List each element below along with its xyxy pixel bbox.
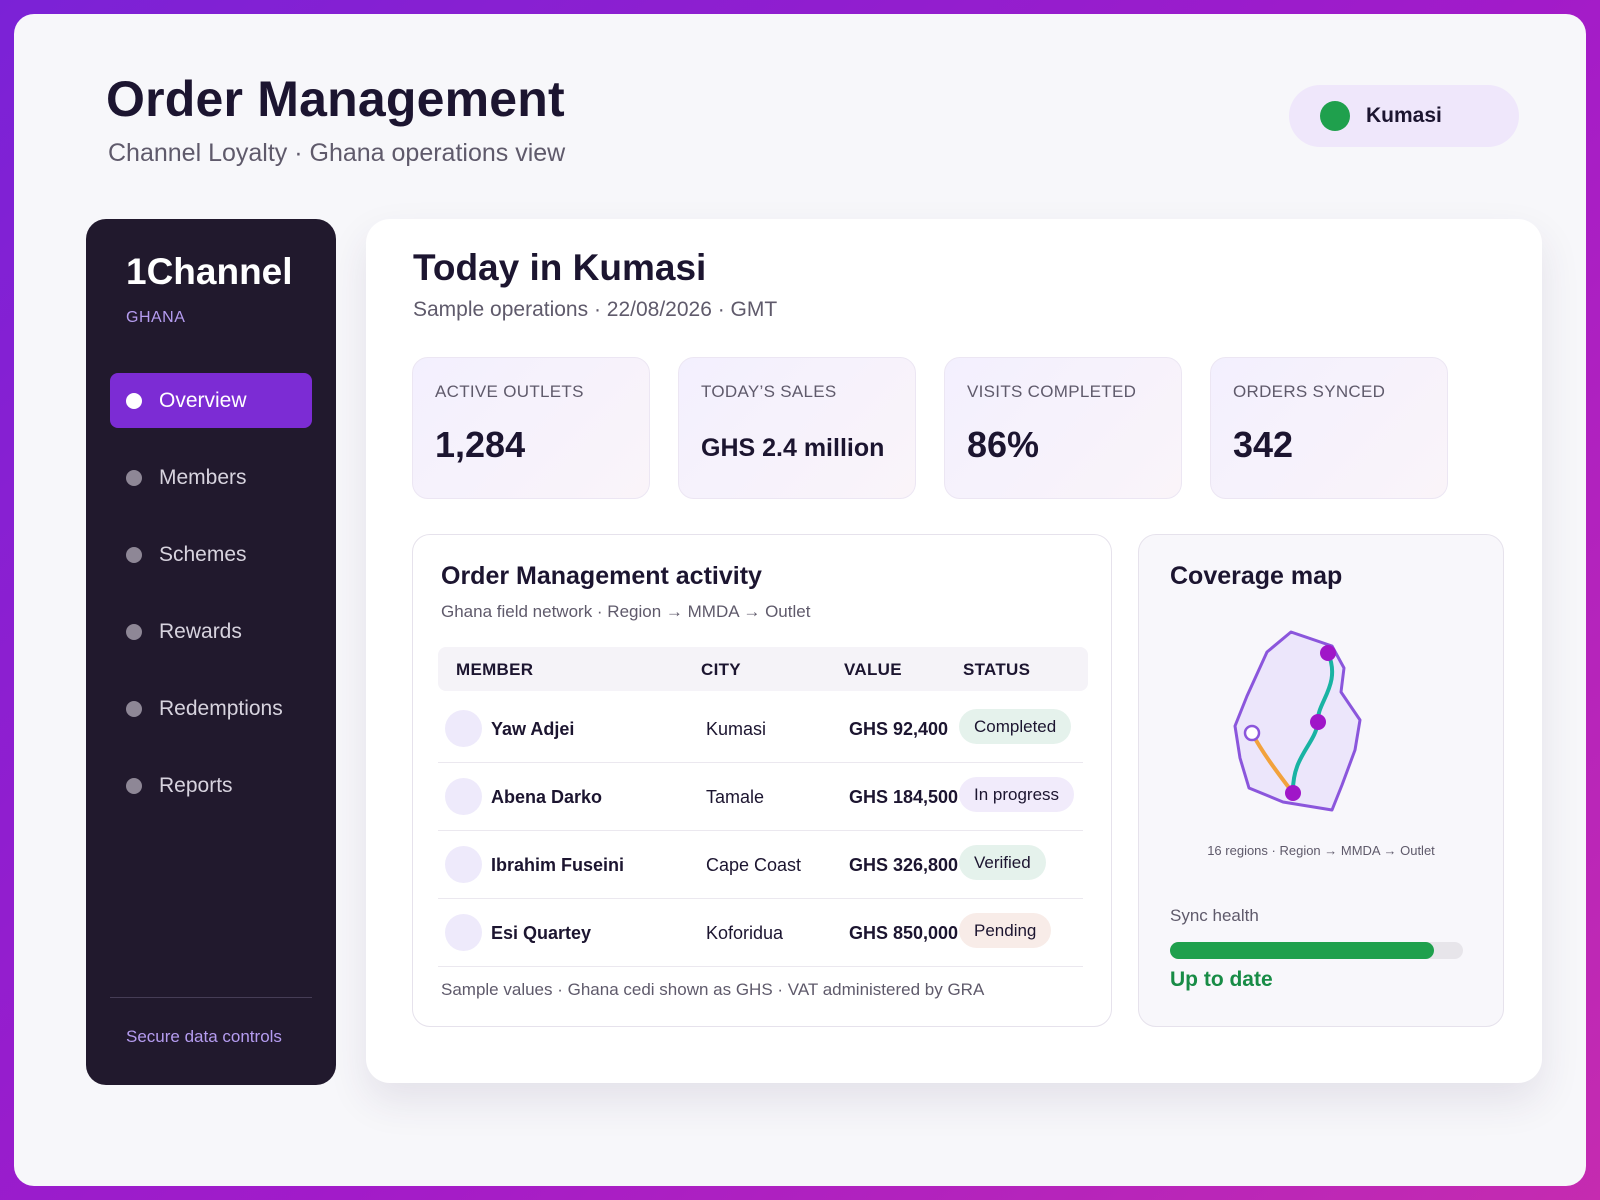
kpi-label: ORDERS SYNCED: [1233, 382, 1386, 401]
kpi-card-orders-synced: ORDERS SYNCED 342: [1210, 357, 1448, 499]
map-caption: 16 regions · Region → MMDA → Outlet: [1207, 843, 1435, 858]
location-status-dot-icon: [1320, 101, 1350, 131]
sync-status: Up to date: [1170, 968, 1273, 991]
table-header: MEMBER CITY VALUE STATUS: [438, 647, 1088, 691]
table-row[interactable]: Ibrahim Fuseini Cape Coast GHS 326,800 V…: [438, 831, 1083, 899]
ghana-map-icon[interactable]: [1214, 620, 1424, 830]
app-frame: Order Management Channel Loyalty · Ghana…: [14, 14, 1586, 1186]
sync-health-label: Sync health: [1170, 906, 1259, 925]
coverage-panel: Coverage map 16 regions · Region → MMDA …: [1138, 534, 1504, 1027]
column-header-status[interactable]: STATUS: [963, 660, 1031, 679]
order-value: GHS 184,500: [849, 787, 959, 807]
member-name: Abena Darko: [491, 787, 603, 807]
brand-logo: 1Channel: [126, 251, 293, 292]
main-subtitle: Sample operations · 22/08/2026 · GMT: [413, 298, 778, 321]
main-title: Today in Kumasi: [413, 247, 707, 288]
sidebar-divider: [110, 997, 312, 998]
bullet-icon: [126, 392, 142, 409]
page-subtitle: Channel Loyalty · Ghana operations view: [108, 139, 566, 167]
brand-country: GHANA: [126, 309, 186, 326]
kpi-value: 86%: [967, 424, 1040, 465]
sidebar-item-label: Schemes: [159, 542, 247, 566]
sidebar-item-label: Rewards: [159, 619, 242, 643]
avatar: [445, 710, 482, 747]
bullet-icon: [126, 777, 142, 794]
sidebar-item-schemes[interactable]: Schemes: [110, 527, 312, 582]
sidebar-item-redemptions[interactable]: Redemptions: [110, 681, 312, 736]
map-marker-hollow: [1243, 724, 1261, 742]
avatar: [445, 846, 482, 883]
member-name: Ibrahim Fuseini: [491, 855, 625, 875]
kpi-card-todays-sales: TODAY’S SALES GHS 2.4 million: [678, 357, 916, 499]
sidebar-item-reports[interactable]: Reports: [110, 758, 312, 813]
member-name: Yaw Adjei: [491, 719, 575, 739]
map-marker: [1285, 785, 1301, 801]
table-row[interactable]: Abena Darko Tamale GHS 184,500 In progre…: [438, 763, 1083, 831]
order-value: GHS 92,400: [849, 719, 949, 739]
status-badge: In progress: [959, 777, 1075, 812]
sidebar-item-label: Members: [159, 465, 247, 489]
avatar: [445, 914, 482, 951]
sidebar-item-overview[interactable]: Overview: [110, 373, 312, 428]
activity-subtitle: Ghana field network · Region → MMDA → Ou…: [441, 602, 811, 621]
sidebar-item-rewards[interactable]: Rewards: [110, 604, 312, 659]
kpi-row: ACTIVE OUTLETS 1,284 TODAY’S SALES GHS 2…: [412, 357, 1476, 499]
member-city: Kumasi: [706, 719, 767, 739]
column-header-value[interactable]: VALUE: [844, 660, 902, 679]
member-city: Cape Coast: [706, 855, 802, 875]
kpi-card-active-outlets: ACTIVE OUTLETS 1,284: [412, 357, 650, 499]
sidebar-nav: Overview Members Schemes Rewards Redempt…: [110, 373, 312, 835]
coverage-title: Coverage map: [1170, 562, 1343, 590]
sidebar-item-label: Reports: [159, 773, 233, 797]
activity-panel: Order Management activity Ghana field ne…: [412, 534, 1112, 1027]
kpi-value: GHS 2.4 million: [701, 434, 885, 462]
status-badge: Completed: [959, 709, 1072, 744]
map-marker: [1310, 714, 1326, 730]
kpi-label: ACTIVE OUTLETS: [435, 382, 584, 401]
sync-health-bar: [1170, 942, 1463, 959]
location-selector[interactable]: Kumasi: [1289, 85, 1519, 147]
member-city: Tamale: [706, 787, 765, 807]
bullet-icon: [126, 700, 142, 717]
sync-health-fill: [1170, 942, 1434, 959]
member-name: Esi Quartey: [491, 923, 592, 943]
bullet-icon: [126, 623, 142, 640]
order-value: GHS 326,800: [849, 855, 959, 875]
sidebar-item-label: Overview: [159, 388, 247, 412]
kpi-label: VISITS COMPLETED: [967, 382, 1137, 401]
map-outline: [1233, 630, 1362, 812]
secure-data-controls-link[interactable]: Secure data controls: [126, 1027, 282, 1046]
sidebar-item-label: Redemptions: [159, 696, 283, 720]
member-city: Koforidua: [706, 923, 784, 943]
sidebar-item-members[interactable]: Members: [110, 450, 312, 505]
sidebar: 1Channel GHANA Overview Members Schemes …: [86, 219, 336, 1085]
main-card: Today in Kumasi Sample operations · 22/0…: [366, 219, 1542, 1083]
bullet-icon: [126, 546, 142, 563]
table-body: Yaw Adjei Kumasi GHS 92,400 Completed Ab…: [438, 695, 1083, 967]
column-header-city[interactable]: CITY: [701, 660, 741, 679]
avatar: [445, 778, 482, 815]
status-badge: Pending: [959, 913, 1052, 948]
kpi-label: TODAY’S SALES: [701, 382, 837, 401]
kpi-card-visits-completed: VISITS COMPLETED 86%: [944, 357, 1182, 499]
status-badge: Verified: [959, 845, 1046, 880]
kpi-value: 1,284: [435, 424, 526, 465]
location-label: Kumasi: [1366, 104, 1442, 127]
map-marker: [1320, 645, 1336, 661]
kpi-value: 342: [1233, 424, 1294, 465]
table-row[interactable]: Esi Quartey Koforidua GHS 850,000 Pendin…: [438, 899, 1083, 967]
activity-footnote: Sample values · Ghana cedi shown as GHS …: [441, 980, 985, 999]
order-value: GHS 850,000: [849, 923, 959, 943]
page-title: Order Management: [106, 71, 565, 127]
column-header-member[interactable]: MEMBER: [456, 660, 534, 679]
activity-title: Order Management activity: [441, 562, 762, 590]
table-row[interactable]: Yaw Adjei Kumasi GHS 92,400 Completed: [438, 695, 1083, 763]
bullet-icon: [126, 469, 142, 486]
